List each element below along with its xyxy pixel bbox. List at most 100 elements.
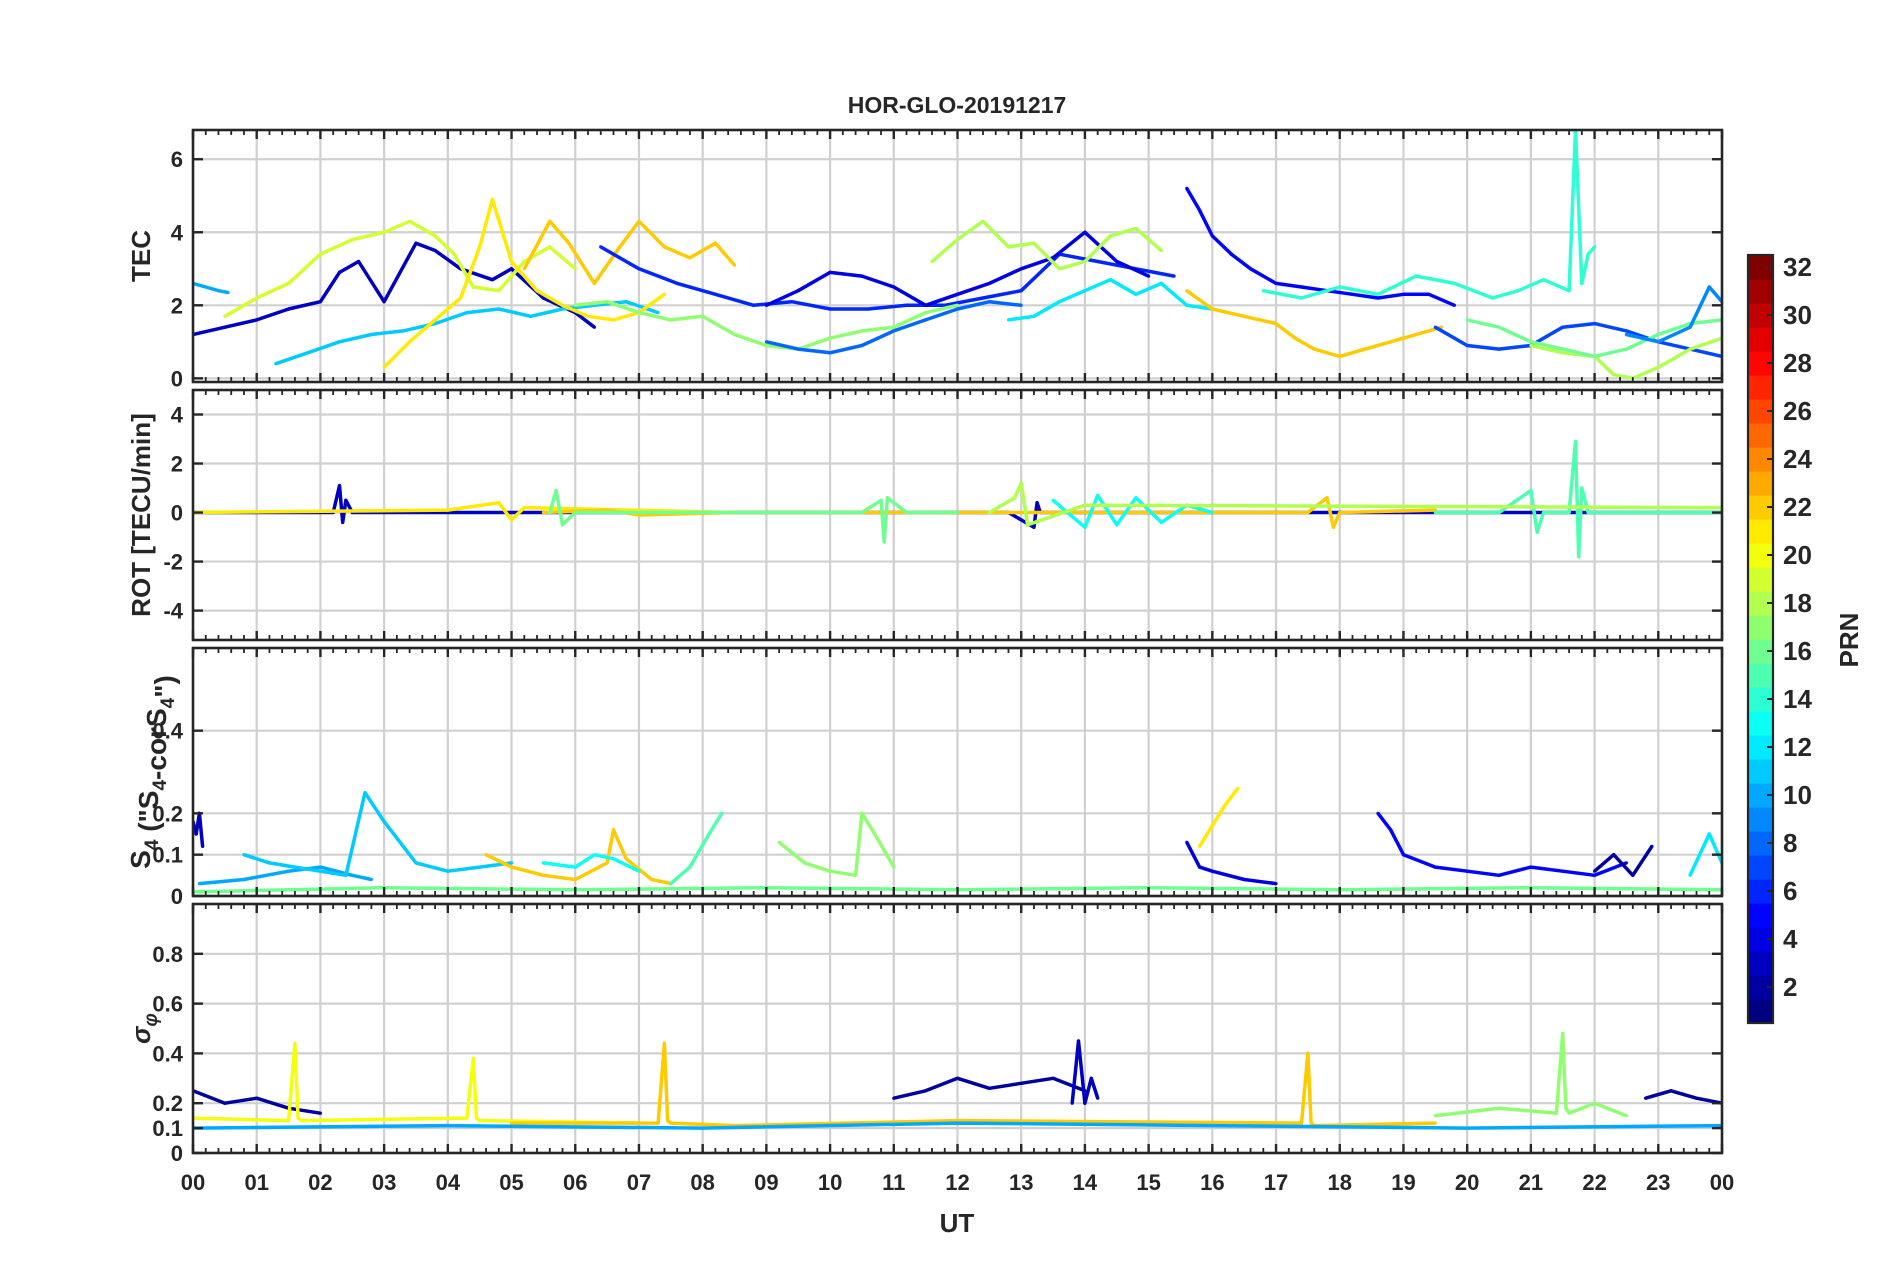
y-tick-label: 0.8 xyxy=(152,942,183,967)
x-tick-label: 06 xyxy=(563,1170,587,1195)
data-point xyxy=(474,1116,479,1120)
colorbar-tick-label: 4 xyxy=(1783,924,1798,954)
data-point xyxy=(1414,274,1418,278)
data-point xyxy=(1389,828,1393,832)
data-point xyxy=(509,865,514,869)
data-point xyxy=(414,241,418,245)
data-point xyxy=(465,311,469,315)
data-point xyxy=(408,219,412,223)
data-point xyxy=(1433,1114,1437,1118)
data-point xyxy=(318,1111,322,1115)
colorbar-tick-label: 28 xyxy=(1783,348,1812,378)
data-point xyxy=(1019,481,1023,485)
data-point xyxy=(1299,1121,1304,1125)
data-point xyxy=(1096,259,1100,264)
data-point xyxy=(1497,510,1501,515)
data-point xyxy=(433,248,437,253)
colorbar-tick-label: 10 xyxy=(1783,780,1812,810)
data-point xyxy=(1096,493,1100,497)
data-point xyxy=(226,290,230,295)
data-point xyxy=(1057,267,1061,271)
data-point xyxy=(1631,873,1635,877)
data-point xyxy=(1465,1126,1469,1130)
x-tick-label: 13 xyxy=(1009,1170,1033,1195)
data-point xyxy=(1210,234,1214,238)
data-point xyxy=(650,877,654,882)
x-tick-label: 09 xyxy=(754,1170,778,1195)
data-point xyxy=(344,498,348,502)
data-point xyxy=(573,303,577,307)
data-point xyxy=(1198,208,1202,212)
data-point xyxy=(350,873,354,877)
data-point xyxy=(1567,289,1571,293)
colorbar-segment xyxy=(1748,759,1773,784)
data-point xyxy=(1707,832,1711,836)
data-point xyxy=(1497,873,1501,877)
data-point xyxy=(401,329,405,333)
data-point xyxy=(287,307,291,311)
data-point xyxy=(560,523,565,527)
data-point xyxy=(522,506,526,510)
data-point xyxy=(1561,869,1565,873)
panel-sigma-phi: 00.10.2 0.4 0.6 0.8 σφ xyxy=(126,902,1724,1166)
data-point xyxy=(522,259,526,264)
colorbar-segment xyxy=(1748,519,1773,544)
data-point xyxy=(1026,523,1030,527)
data-point xyxy=(1293,336,1297,340)
data-point xyxy=(764,343,769,348)
data-point xyxy=(892,1096,896,1100)
data-point xyxy=(701,1126,705,1130)
y-tick-label: 0.2 xyxy=(152,1091,183,1116)
data-point xyxy=(573,267,577,271)
data-point xyxy=(306,351,310,355)
colorbar-tick-label: 20 xyxy=(1783,540,1812,570)
data-point xyxy=(1159,248,1163,253)
data-point xyxy=(904,510,909,515)
colorbar-segment xyxy=(1748,327,1773,352)
data-point xyxy=(1210,1124,1214,1128)
x-tick-label: 03 xyxy=(372,1170,396,1195)
data-point xyxy=(860,811,864,815)
data-point xyxy=(478,1119,482,1123)
data-point xyxy=(1159,281,1163,285)
data-point xyxy=(713,292,718,296)
data-point xyxy=(197,882,201,886)
data-point xyxy=(1529,340,1533,344)
colorbar-tick-label: 6 xyxy=(1783,876,1797,906)
data-point xyxy=(1688,347,1692,351)
data-point xyxy=(955,510,960,515)
data-point xyxy=(981,296,985,300)
series-line-prn-5 xyxy=(1376,812,1628,878)
y-tick-label: 0.6 xyxy=(152,992,183,1017)
data-point xyxy=(987,300,992,304)
data-point xyxy=(1019,1081,1023,1085)
data-point xyxy=(1134,496,1138,500)
series-line-prn-3 xyxy=(193,811,205,847)
data-point xyxy=(1465,343,1469,348)
data-point xyxy=(1542,510,1546,515)
x-tick-label: 21 xyxy=(1519,1170,1543,1195)
panel-tec: 0 2 4 6 TEC xyxy=(126,128,1724,391)
data-point xyxy=(1299,285,1304,289)
data-point xyxy=(1185,186,1189,190)
data-point xyxy=(1274,882,1278,886)
data-point xyxy=(1223,803,1227,807)
data-point xyxy=(624,300,628,304)
data-point xyxy=(1694,1096,1699,1100)
data-point xyxy=(382,365,386,369)
data-point xyxy=(357,259,361,264)
data-point xyxy=(1656,340,1660,344)
data-point xyxy=(509,267,514,271)
data-point xyxy=(666,1119,670,1123)
data-point xyxy=(293,865,297,869)
series-line-prn-3 xyxy=(193,483,1722,530)
data-point xyxy=(1650,844,1654,849)
data-point xyxy=(1306,510,1310,515)
data-point xyxy=(637,311,641,315)
data-point xyxy=(541,510,546,515)
x-tick-label: 12 xyxy=(945,1170,969,1195)
y-tick-label: 0 xyxy=(171,1141,183,1166)
series-line-prn-14 xyxy=(1262,130,1596,300)
data-point xyxy=(879,498,883,502)
data-point xyxy=(1586,510,1590,515)
